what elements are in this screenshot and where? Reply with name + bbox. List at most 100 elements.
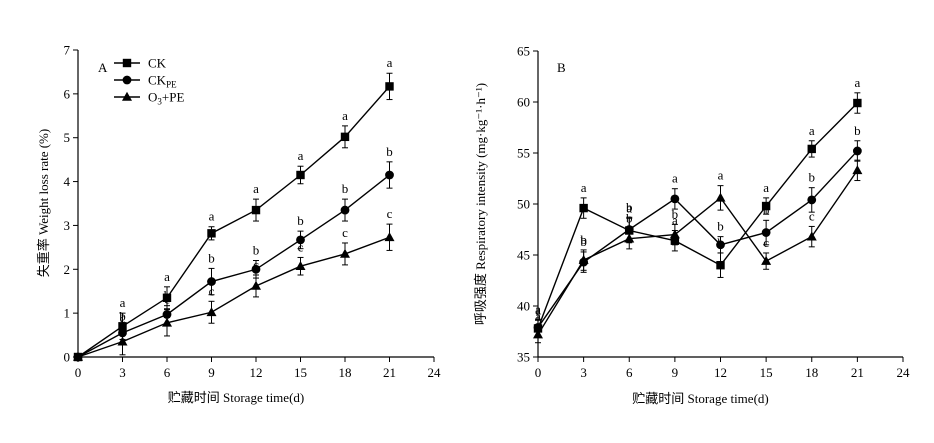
data-point <box>715 192 726 202</box>
panel-a-y-tick-label: 2 <box>64 262 71 277</box>
panel-b-x-tick-label: 12 <box>714 365 727 380</box>
panel-a-y-tick-label: 4 <box>64 174 71 189</box>
panel-a-label: A <box>98 60 108 75</box>
data-point <box>578 254 589 264</box>
panel-a-x-tick-label: 9 <box>208 365 215 380</box>
panel-b-series-square: aaaabaaa <box>533 75 862 338</box>
data-point <box>761 255 772 265</box>
panel-b-x-tick-label: 18 <box>805 365 818 380</box>
panel-a-x-tick-label: 3 <box>119 365 126 380</box>
data-point <box>73 351 83 361</box>
panel-b-x-tick-label: 15 <box>760 365 773 380</box>
data-point <box>807 195 817 205</box>
significance-label: b <box>119 308 126 323</box>
panel-b-x-tick-label: 24 <box>897 365 911 380</box>
legend-entry: CK <box>114 56 167 71</box>
data-point <box>340 248 350 258</box>
significance-label: b <box>580 234 587 249</box>
series-line <box>77 236 390 358</box>
panel-a-y-tick-label: 3 <box>64 218 71 233</box>
significance-label: c <box>809 208 815 223</box>
data-point <box>340 132 350 142</box>
panel-a-x-tick-label: 15 <box>294 365 307 380</box>
series-line <box>77 174 390 358</box>
significance-label: a <box>718 168 724 183</box>
panel-b-x-tick-label: 21 <box>851 365 864 380</box>
significance-label: a <box>763 180 769 195</box>
panel-a-y-tick-label: 6 <box>64 86 71 101</box>
data-point <box>533 329 543 339</box>
significance-label: b <box>208 250 215 265</box>
data-point <box>806 231 817 241</box>
panel-a-y-axis-title: 失重率 Weight loss rate (%) <box>36 129 51 277</box>
panel-b-y-axis-title: 呼吸强度 Respiratory intensity (mg·kg⁻¹·h⁻¹) <box>473 83 488 325</box>
significance-label: c <box>120 310 126 325</box>
panel-a-x-tick-label: 0 <box>75 365 82 380</box>
significance-label: a <box>342 108 348 123</box>
significance-label: a <box>120 295 126 310</box>
data-point <box>716 261 725 270</box>
chart-panel-b: 0 3 6 9 12 15 18 21 24 35 40 45 50 55 60 65 贮藏时间 Storage… <box>473 44 910 407</box>
significance-label: b <box>717 219 724 234</box>
data-point <box>807 144 816 154</box>
panel-b-y-tick-label: 60 <box>517 95 530 110</box>
panel-b-y-tick-label: 40 <box>517 299 530 314</box>
significance-label: b <box>386 144 393 159</box>
significance-label: c <box>253 257 259 272</box>
significance-label: c <box>298 239 304 254</box>
data-point <box>162 317 172 327</box>
legend-entry: O3+PE <box>114 90 184 107</box>
data-point <box>384 232 395 242</box>
data-point <box>852 165 863 175</box>
series-line <box>537 169 858 335</box>
significance-label: b <box>809 170 816 185</box>
legend-label-main: CK <box>148 56 167 71</box>
significance-label: b <box>626 199 633 214</box>
panel-a-x-axis-title: 贮藏时间 Storage time(d) <box>168 390 304 405</box>
panel-a-x-tick-label: 12 <box>250 365 263 380</box>
panel-b-y-tick-label: 65 <box>517 44 530 59</box>
significance-label: b <box>164 288 171 303</box>
significance-label: c <box>763 235 769 250</box>
panel-b-y-tick-label: 45 <box>517 248 530 263</box>
panel-b-x-tick-label: 3 <box>580 365 587 380</box>
data-point <box>296 235 305 245</box>
legend-entry: CKPE <box>114 73 177 90</box>
panel-b-label: B <box>557 60 566 75</box>
significance-label: a <box>209 209 215 224</box>
panel-b-x-axis-title: 贮藏时间 Storage time(d) <box>632 391 768 406</box>
data-point <box>385 82 394 91</box>
significance-label: a <box>298 148 304 163</box>
significance-label: a <box>387 55 393 70</box>
panel-a-x-tick-label: 6 <box>164 365 171 380</box>
legend-label-sub: PE <box>166 80 177 90</box>
data-point <box>251 280 261 290</box>
significance-label: a <box>672 171 678 186</box>
data-point <box>207 277 216 286</box>
legend-label-main: CK <box>148 73 167 88</box>
data-point <box>251 264 261 274</box>
data-point <box>670 194 680 204</box>
legend-label-tail: +PE <box>162 90 185 105</box>
panel-a-y-tick-label: 5 <box>64 130 71 145</box>
series-line <box>537 102 858 329</box>
significance-label: c <box>342 225 348 240</box>
significance-label: a <box>253 181 259 196</box>
panel-a-y-tick-label: 7 <box>64 43 71 58</box>
significance-label: b <box>342 181 349 196</box>
panel-a-y-tick-label: 1 <box>64 306 71 321</box>
significance-label: a <box>164 269 170 284</box>
panel-b-x-tick-label: 6 <box>626 365 633 380</box>
data-point <box>162 293 172 302</box>
data-point <box>761 201 771 211</box>
legend-label: O3+PE <box>148 90 184 107</box>
legend-marker <box>122 75 132 85</box>
data-point <box>624 233 635 243</box>
data-point <box>207 229 216 238</box>
significance-label: b <box>626 210 633 225</box>
